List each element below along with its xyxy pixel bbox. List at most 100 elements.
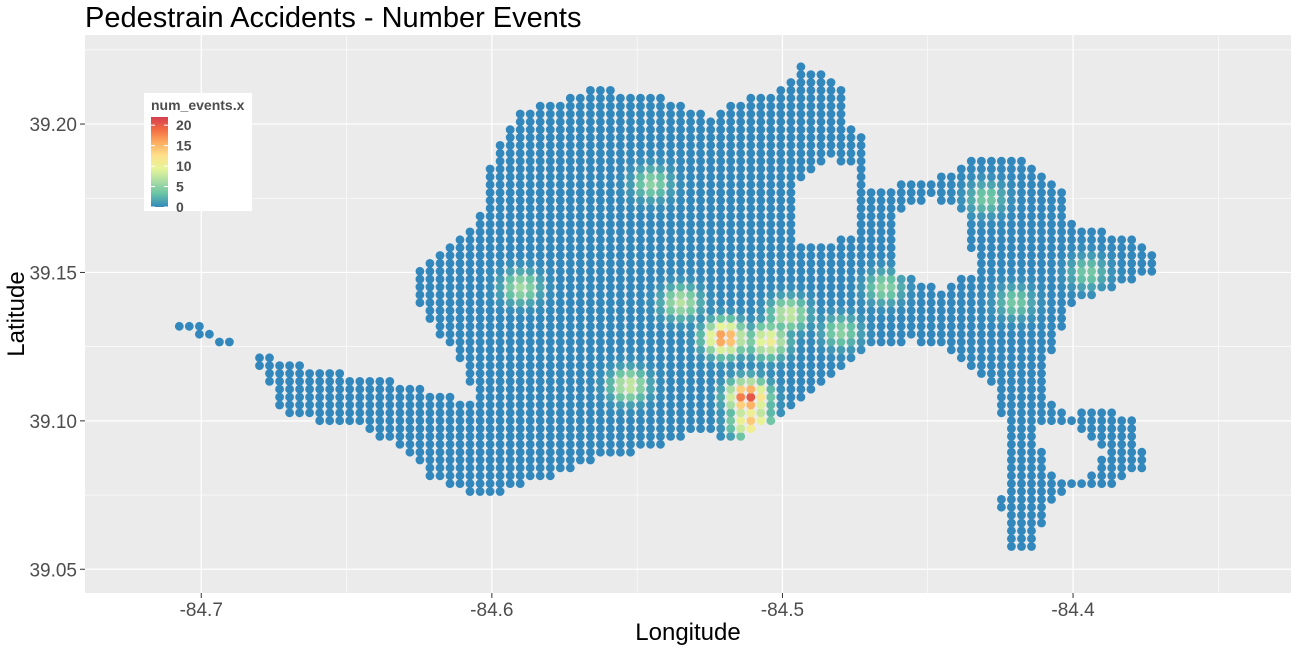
data-point	[1077, 282, 1086, 292]
data-point	[485, 447, 495, 457]
data-point	[1067, 479, 1076, 488]
data-point	[565, 392, 575, 402]
data-point	[606, 266, 615, 276]
data-point	[555, 117, 565, 127]
data-point	[445, 439, 455, 449]
data-point	[495, 455, 505, 465]
data-point	[1027, 164, 1036, 174]
data-point	[886, 235, 896, 245]
data-point	[1027, 510, 1036, 520]
data-point	[636, 361, 645, 370]
data-point	[706, 298, 716, 308]
data-point	[415, 266, 425, 276]
data-point	[916, 321, 926, 331]
data-point	[545, 156, 555, 166]
data-point	[365, 377, 375, 386]
data-point	[666, 227, 675, 237]
data-point	[997, 495, 1006, 504]
data-point	[856, 345, 866, 355]
data-point	[575, 369, 585, 378]
data-point	[816, 290, 826, 300]
data-point	[1007, 259, 1016, 268]
data-point	[626, 156, 635, 166]
data-point	[656, 164, 665, 174]
data-point	[886, 298, 896, 308]
data-point	[505, 188, 515, 198]
data-point	[606, 211, 615, 221]
data-point	[987, 259, 996, 268]
data-point	[1037, 400, 1046, 410]
data-point	[505, 219, 515, 229]
data-point	[636, 298, 645, 308]
data-point	[515, 314, 525, 323]
data-point	[1017, 416, 1026, 426]
data-point	[886, 337, 896, 347]
data-point	[475, 369, 485, 378]
data-point	[706, 321, 716, 331]
data-point	[977, 306, 986, 315]
data-point	[726, 424, 736, 433]
data-point	[646, 266, 655, 276]
data-point	[776, 259, 786, 268]
data-point	[666, 251, 675, 260]
data-point	[1007, 432, 1016, 441]
data-point	[495, 274, 505, 284]
data-point	[856, 188, 866, 198]
data-point	[535, 471, 545, 481]
data-point	[455, 243, 465, 253]
data-point	[756, 329, 766, 339]
data-point	[746, 117, 756, 127]
data-point	[796, 117, 806, 127]
data-point	[646, 314, 655, 323]
data-point	[626, 298, 635, 308]
data-point	[826, 306, 836, 315]
data-point	[505, 133, 515, 142]
data-point	[1027, 282, 1036, 292]
data-point	[866, 211, 876, 221]
data-point	[465, 439, 475, 449]
data-point	[1017, 180, 1026, 190]
data-point	[575, 133, 585, 142]
data-point	[746, 219, 756, 229]
data-point	[1077, 274, 1086, 284]
data-point	[896, 329, 906, 339]
data-point	[916, 329, 926, 339]
data-point	[776, 133, 786, 142]
data-point	[1007, 188, 1016, 198]
data-point	[596, 188, 605, 198]
data-point	[956, 345, 966, 355]
data-point	[445, 432, 455, 441]
data-point	[646, 377, 655, 386]
data-point	[786, 306, 796, 315]
data-point	[425, 266, 435, 276]
data-point	[415, 408, 425, 418]
data-point	[425, 471, 435, 481]
data-point	[696, 377, 705, 386]
data-point	[1017, 471, 1026, 481]
data-point	[495, 432, 505, 441]
data-point	[1047, 314, 1056, 323]
data-point	[756, 400, 766, 410]
data-point	[646, 117, 655, 127]
data-point	[515, 282, 525, 292]
data-point	[1127, 235, 1137, 245]
data-point	[485, 203, 495, 213]
data-point	[565, 156, 575, 166]
data-point	[1017, 447, 1026, 457]
data-point	[555, 101, 565, 111]
data-point	[726, 345, 736, 355]
data-point	[676, 148, 685, 158]
data-point	[866, 282, 876, 292]
data-point	[656, 439, 665, 449]
data-point	[475, 471, 485, 481]
data-point	[465, 274, 475, 284]
data-point	[495, 384, 505, 394]
data-point	[495, 314, 505, 323]
data-point	[495, 156, 505, 166]
data-point	[586, 172, 595, 182]
data-point	[485, 266, 495, 276]
data-point	[1037, 211, 1046, 221]
data-point	[736, 141, 746, 150]
data-point	[676, 337, 685, 347]
data-point	[726, 416, 736, 426]
